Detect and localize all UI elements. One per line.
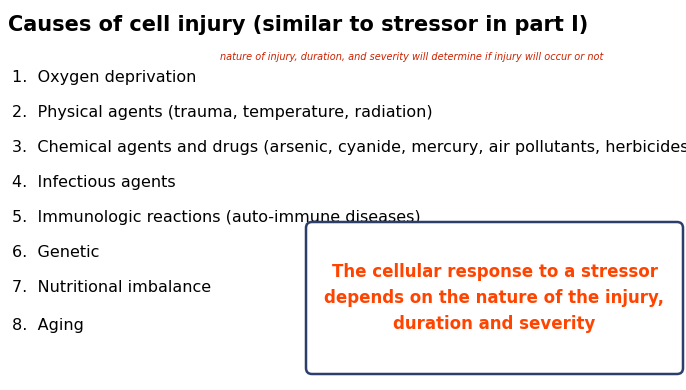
- Text: The cellular response to a stressor: The cellular response to a stressor: [331, 263, 657, 281]
- Text: 1.  Oxygen deprivation: 1. Oxygen deprivation: [12, 70, 196, 85]
- FancyBboxPatch shape: [306, 222, 683, 374]
- Text: 5.  Immunologic reactions (auto-immune diseases): 5. Immunologic reactions (auto-immune di…: [12, 210, 421, 225]
- Text: 3.  Chemical agents and drugs (arsenic, cyanide, mercury, air pollutants, herbic: 3. Chemical agents and drugs (arsenic, c…: [12, 140, 686, 155]
- Text: 7.  Nutritional imbalance: 7. Nutritional imbalance: [12, 280, 211, 295]
- Text: nature of injury, duration, and severity will determine if injury will occur or : nature of injury, duration, and severity…: [220, 52, 604, 62]
- Text: 6.  Genetic: 6. Genetic: [12, 245, 99, 260]
- Text: depends on the nature of the injury,: depends on the nature of the injury,: [324, 289, 665, 307]
- Text: Causes of cell injury (similar to stressor in part I): Causes of cell injury (similar to stress…: [8, 15, 589, 35]
- Text: 8.  Aging: 8. Aging: [12, 318, 84, 333]
- Text: 4.  Infectious agents: 4. Infectious agents: [12, 175, 176, 190]
- Text: duration and severity: duration and severity: [393, 315, 595, 333]
- Text: 2.  Physical agents (trauma, temperature, radiation): 2. Physical agents (trauma, temperature,…: [12, 105, 433, 120]
